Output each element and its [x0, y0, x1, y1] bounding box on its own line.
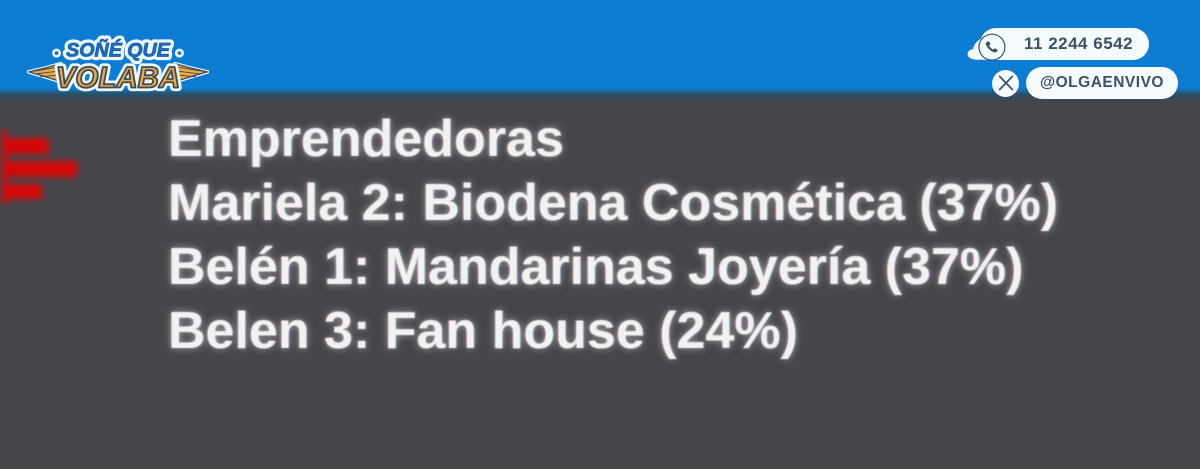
svg-text:VOLABA: VOLABA: [56, 61, 180, 94]
svg-text:SOÑÉ QUE: SOÑÉ QUE: [66, 38, 171, 61]
